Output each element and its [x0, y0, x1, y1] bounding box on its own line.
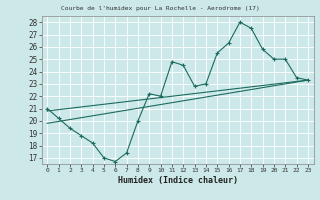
- X-axis label: Humidex (Indice chaleur): Humidex (Indice chaleur): [118, 176, 237, 185]
- Text: Courbe de l'humidex pour La Rochelle - Aerodrome (17): Courbe de l'humidex pour La Rochelle - A…: [60, 6, 260, 11]
